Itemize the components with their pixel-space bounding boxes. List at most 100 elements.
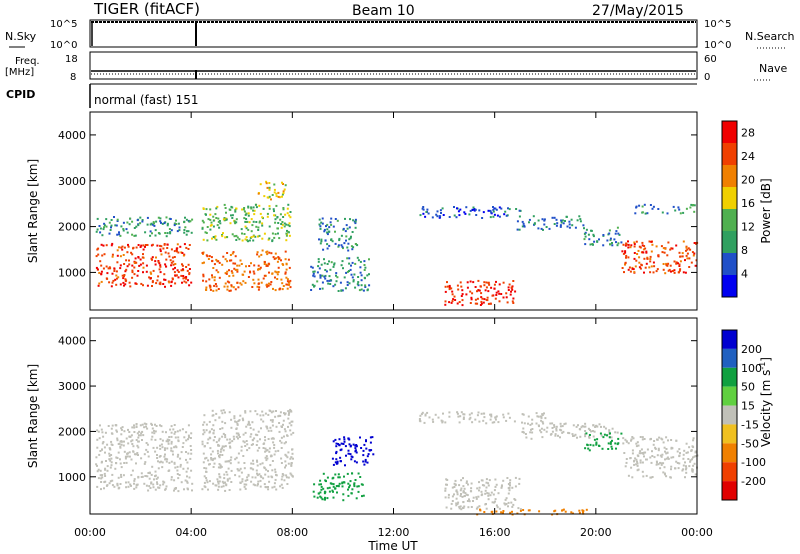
range-gate-cell xyxy=(209,218,212,221)
x-tick-label: 20:00 xyxy=(580,526,612,539)
cpid-label: CPID xyxy=(6,88,35,101)
range-gate-cell xyxy=(209,286,212,289)
range-gate-cell xyxy=(138,434,140,437)
range-gate-cell xyxy=(164,232,167,234)
range-gate-cell xyxy=(176,465,179,468)
range-gate-cell xyxy=(677,262,679,265)
range-gate-cell xyxy=(509,511,512,514)
range-gate-cell xyxy=(462,501,465,503)
range-gate-cell xyxy=(328,244,331,247)
range-gate-cell xyxy=(210,453,213,456)
range-gate-cell xyxy=(491,501,494,504)
range-gate-cell xyxy=(633,271,636,274)
range-gate-cell xyxy=(160,245,163,248)
range-gate-cell xyxy=(209,208,212,211)
range-gate-cell xyxy=(177,436,180,439)
range-gate-cell xyxy=(222,255,225,258)
range-gate-cell xyxy=(270,455,273,458)
range-gate-cell xyxy=(177,453,180,456)
range-gate-cell xyxy=(453,295,456,298)
range-gate-cell xyxy=(229,441,232,444)
range-gate-cell xyxy=(633,257,636,260)
range-gate-cell xyxy=(133,234,136,237)
range-gate-cell xyxy=(654,446,657,449)
range-gate-cell xyxy=(663,251,666,254)
range-gate-cell xyxy=(252,459,254,462)
range-gate-cell xyxy=(213,284,216,287)
range-gate-cell xyxy=(502,296,505,299)
range-gate-cell xyxy=(672,456,675,459)
range-gate-cell xyxy=(123,440,125,443)
range-gate-cell xyxy=(467,483,469,486)
range-gate-cell xyxy=(519,508,522,511)
range-gate-cell xyxy=(494,498,497,501)
range-gate-cell xyxy=(450,287,453,290)
range-gate-cell xyxy=(317,265,320,268)
range-gate-cell xyxy=(120,433,123,436)
range-gate-cell xyxy=(222,218,225,221)
range-gate-cell xyxy=(287,425,289,428)
range-gate-cell xyxy=(318,223,321,226)
range-gate-cell xyxy=(240,263,243,265)
range-gate-cell xyxy=(563,423,566,426)
range-gate-cell xyxy=(161,430,164,433)
range-gate-cell xyxy=(564,220,566,222)
range-gate-cell xyxy=(181,281,183,284)
range-gate-cell xyxy=(457,288,460,291)
range-gate-cell xyxy=(203,481,206,484)
range-gate-cell xyxy=(363,443,366,446)
range-gate-cell xyxy=(211,274,213,277)
range-gate-cell xyxy=(580,426,583,429)
range-gate-cell xyxy=(343,242,346,245)
range-gate-cell xyxy=(330,261,333,264)
range-gate-cell xyxy=(256,251,259,254)
range-gate-cell xyxy=(202,221,205,224)
range-gate-cell xyxy=(230,481,233,483)
range-gate-cell xyxy=(326,223,329,226)
range-gate-cell xyxy=(576,436,578,439)
range-gate-cell xyxy=(501,484,503,487)
range-gate-cell xyxy=(364,284,367,287)
range-gate-cell xyxy=(669,248,672,251)
range-gate-cell xyxy=(462,490,465,493)
range-gate-cell xyxy=(422,212,425,215)
range-gate-cell xyxy=(351,261,354,264)
range-gate-cell xyxy=(111,479,114,482)
range-gate-cell xyxy=(254,484,257,487)
range-gate-cell xyxy=(214,457,217,460)
range-gate-cell xyxy=(156,446,159,449)
range-gate-cell xyxy=(658,436,661,439)
range-gate-cell xyxy=(335,485,338,487)
range-gate-cell xyxy=(540,415,543,418)
range-gate-cell xyxy=(512,302,515,304)
range-gate-cell xyxy=(342,443,345,445)
range-gate-cell xyxy=(598,423,601,426)
range-gate-cell xyxy=(541,420,544,423)
range-gate-cell xyxy=(593,240,596,243)
range-gate-cell xyxy=(465,493,468,496)
range-gate-cell xyxy=(690,203,693,206)
range-gate-cell xyxy=(165,440,168,443)
range-gate-cell xyxy=(111,281,114,284)
range-gate-cell xyxy=(451,300,454,303)
range-gate-cell xyxy=(536,415,539,418)
range-gate-cell xyxy=(691,468,694,471)
range-gate-cell xyxy=(440,212,442,214)
range-gate-cell xyxy=(324,269,327,271)
range-gate-cell xyxy=(203,475,206,478)
range-gate-cell xyxy=(311,283,314,286)
range-gate-cell xyxy=(285,234,288,237)
range-gate-cell xyxy=(335,442,338,445)
range-gate-cell xyxy=(350,458,353,461)
range-gate-cell xyxy=(557,434,559,437)
range-gate-cell xyxy=(258,286,261,289)
range-gate-cell xyxy=(633,241,636,244)
range-gate-cell xyxy=(541,413,544,416)
range-gate-cell xyxy=(643,455,645,458)
range-gate-cell xyxy=(324,277,327,280)
range-gate-cell xyxy=(275,195,278,198)
range-gate-cell xyxy=(609,442,612,445)
range-gate-cell xyxy=(332,483,335,486)
range-gate-cell xyxy=(336,219,339,222)
range-gate-cell xyxy=(265,425,268,428)
